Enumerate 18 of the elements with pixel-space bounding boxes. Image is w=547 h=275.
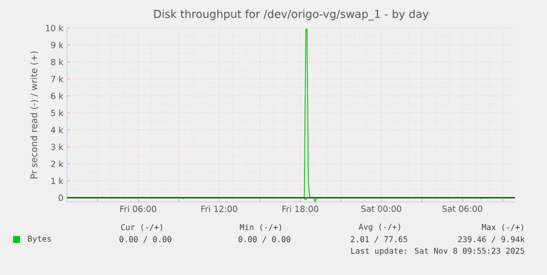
y-tick-label: 6 k [51,92,64,100]
x-tick-label: Sat 06:00 [442,206,482,212]
x-tick-label: Fri 06:00 [120,206,156,212]
x-tick-label: Fri 18:00 [282,206,318,212]
y-tick-label: 2 k [51,160,64,168]
y-tick-label: 9 k [51,42,64,48]
y-tick-label: 1 k [51,178,64,184]
y-tick-label: 7 k [51,76,64,82]
y-axis-title: Pr second read (-) / write (+) [30,52,38,178]
y-tick-label: 5 k [51,110,64,116]
y-tick-label: 8 k [51,58,64,66]
y-tick-label: 10 k [46,24,64,32]
y-tick-label: 0 [58,194,63,201]
x-tick-label: Sat 00:00 [361,206,402,212]
y-tick-label: 4 k [50,126,64,134]
chart-title: Disk throughput for /dev/origo-vg/swap_1 - by day [154,10,429,20]
x-tick-label: Fri 12:00 [201,206,238,212]
y-tick-label: 3 k [51,144,64,150]
